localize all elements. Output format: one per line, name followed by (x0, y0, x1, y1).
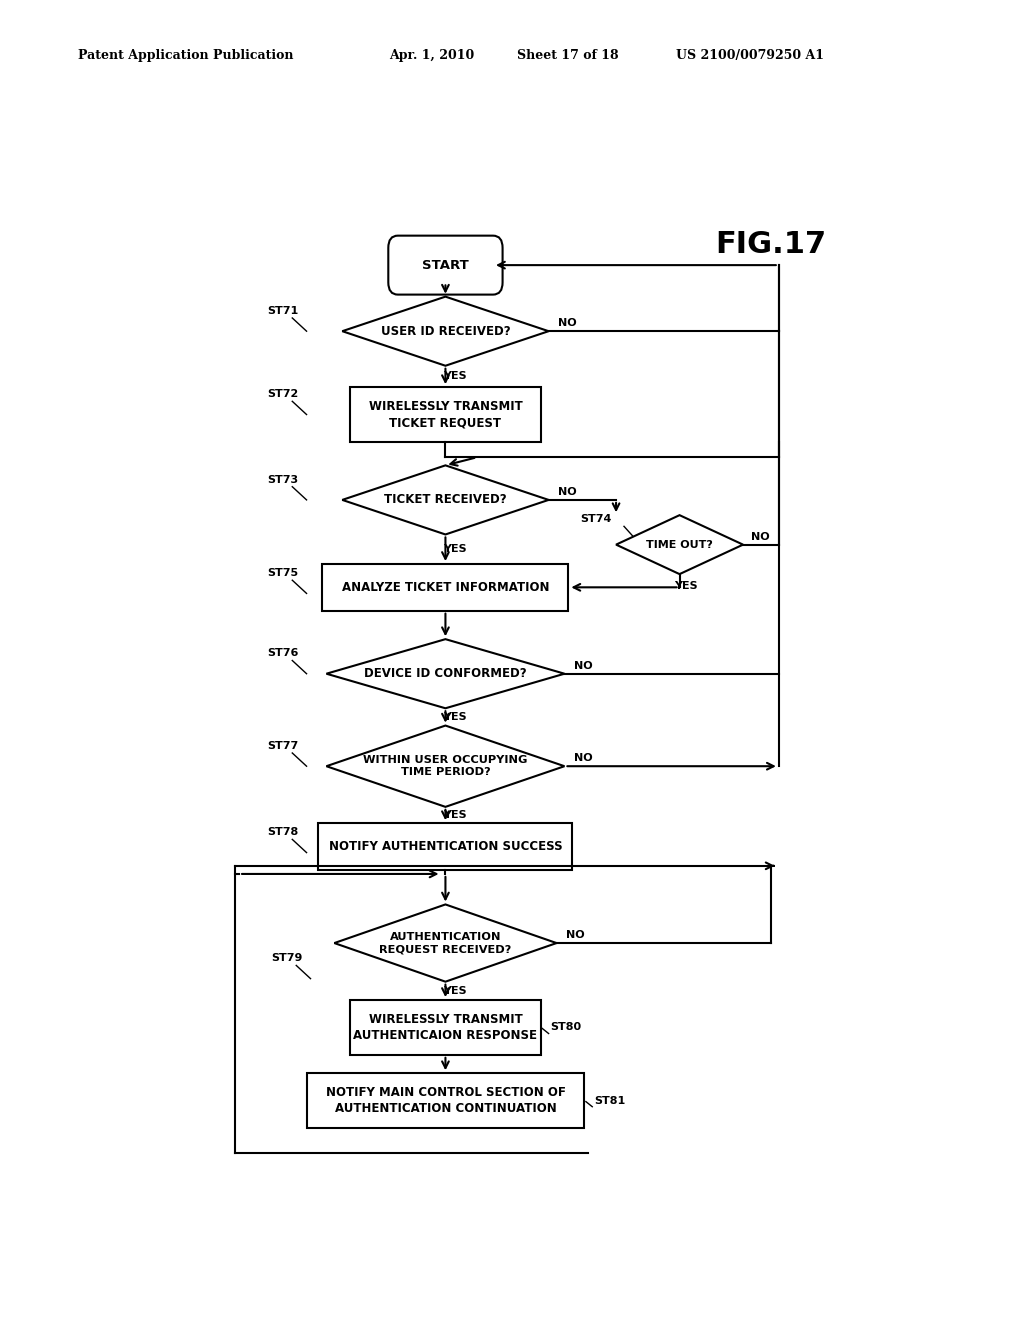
Bar (350, 1001, 541, 1055)
Polygon shape (342, 466, 549, 535)
Text: START: START (422, 259, 469, 272)
Text: NO: NO (574, 660, 593, 671)
Text: ANALYZE TICKET INFORMATION: ANALYZE TICKET INFORMATION (342, 581, 549, 594)
Polygon shape (334, 904, 557, 982)
Bar (318, 824, 572, 870)
Text: ST80: ST80 (550, 1023, 582, 1032)
Text: Sheet 17 of 18: Sheet 17 of 18 (517, 49, 618, 62)
Text: TIME OUT?: TIME OUT? (646, 540, 713, 549)
Text: YES: YES (443, 371, 467, 381)
Text: ST74: ST74 (581, 515, 612, 524)
Text: YES: YES (443, 810, 467, 820)
Text: WITHIN USER OCCUPYING
TIME PERIOD?: WITHIN USER OCCUPYING TIME PERIOD? (364, 755, 527, 777)
Text: ST79: ST79 (270, 953, 302, 964)
Text: YES: YES (443, 544, 467, 554)
Text: YES: YES (674, 581, 697, 591)
Text: Patent Application Publication: Patent Application Publication (78, 49, 293, 62)
Text: NO: NO (751, 532, 770, 541)
Text: NO: NO (574, 754, 593, 763)
Text: DEVICE ID CONFORMED?: DEVICE ID CONFORMED? (365, 667, 526, 680)
Text: ST76: ST76 (267, 648, 298, 659)
Polygon shape (327, 726, 564, 807)
Text: NO: NO (566, 929, 585, 940)
Text: ST81: ST81 (594, 1096, 625, 1106)
Text: NOTIFY AUTHENTICATION SUCCESS: NOTIFY AUTHENTICATION SUCCESS (329, 840, 562, 853)
Polygon shape (616, 515, 743, 574)
Text: ST75: ST75 (267, 568, 298, 578)
Text: Apr. 1, 2010: Apr. 1, 2010 (389, 49, 474, 62)
Text: ST73: ST73 (267, 475, 298, 484)
Text: AUTHENTICATION
REQUEST RECEIVED?: AUTHENTICATION REQUEST RECEIVED? (379, 932, 512, 954)
Polygon shape (342, 297, 549, 366)
Text: NO: NO (558, 487, 577, 496)
Text: YES: YES (443, 711, 467, 722)
Text: ST72: ST72 (267, 389, 298, 399)
Text: TICKET RECEIVED?: TICKET RECEIVED? (384, 494, 507, 507)
Text: NOTIFY MAIN CONTROL SECTION OF
AUTHENTICATION CONTINUATION: NOTIFY MAIN CONTROL SECTION OF AUTHENTIC… (326, 1086, 565, 1115)
Bar (306, 1073, 585, 1129)
Bar (350, 387, 541, 442)
Text: ST77: ST77 (267, 741, 298, 751)
Polygon shape (327, 639, 564, 709)
Text: WIRELESSLY TRANSMIT
AUTHENTICAION RESPONSE: WIRELESSLY TRANSMIT AUTHENTICAION RESPON… (353, 1012, 538, 1041)
Text: ST78: ST78 (267, 828, 298, 837)
FancyBboxPatch shape (388, 236, 503, 294)
Text: FIG.17: FIG.17 (715, 230, 826, 259)
Text: YES: YES (443, 986, 467, 995)
Text: USER ID RECEIVED?: USER ID RECEIVED? (381, 325, 510, 338)
Bar (323, 564, 568, 611)
Text: NO: NO (558, 318, 577, 329)
Text: ST71: ST71 (267, 306, 298, 315)
Text: US 2100/0079250 A1: US 2100/0079250 A1 (676, 49, 824, 62)
Text: WIRELESSLY TRANSMIT
TICKET REQUEST: WIRELESSLY TRANSMIT TICKET REQUEST (369, 400, 522, 429)
